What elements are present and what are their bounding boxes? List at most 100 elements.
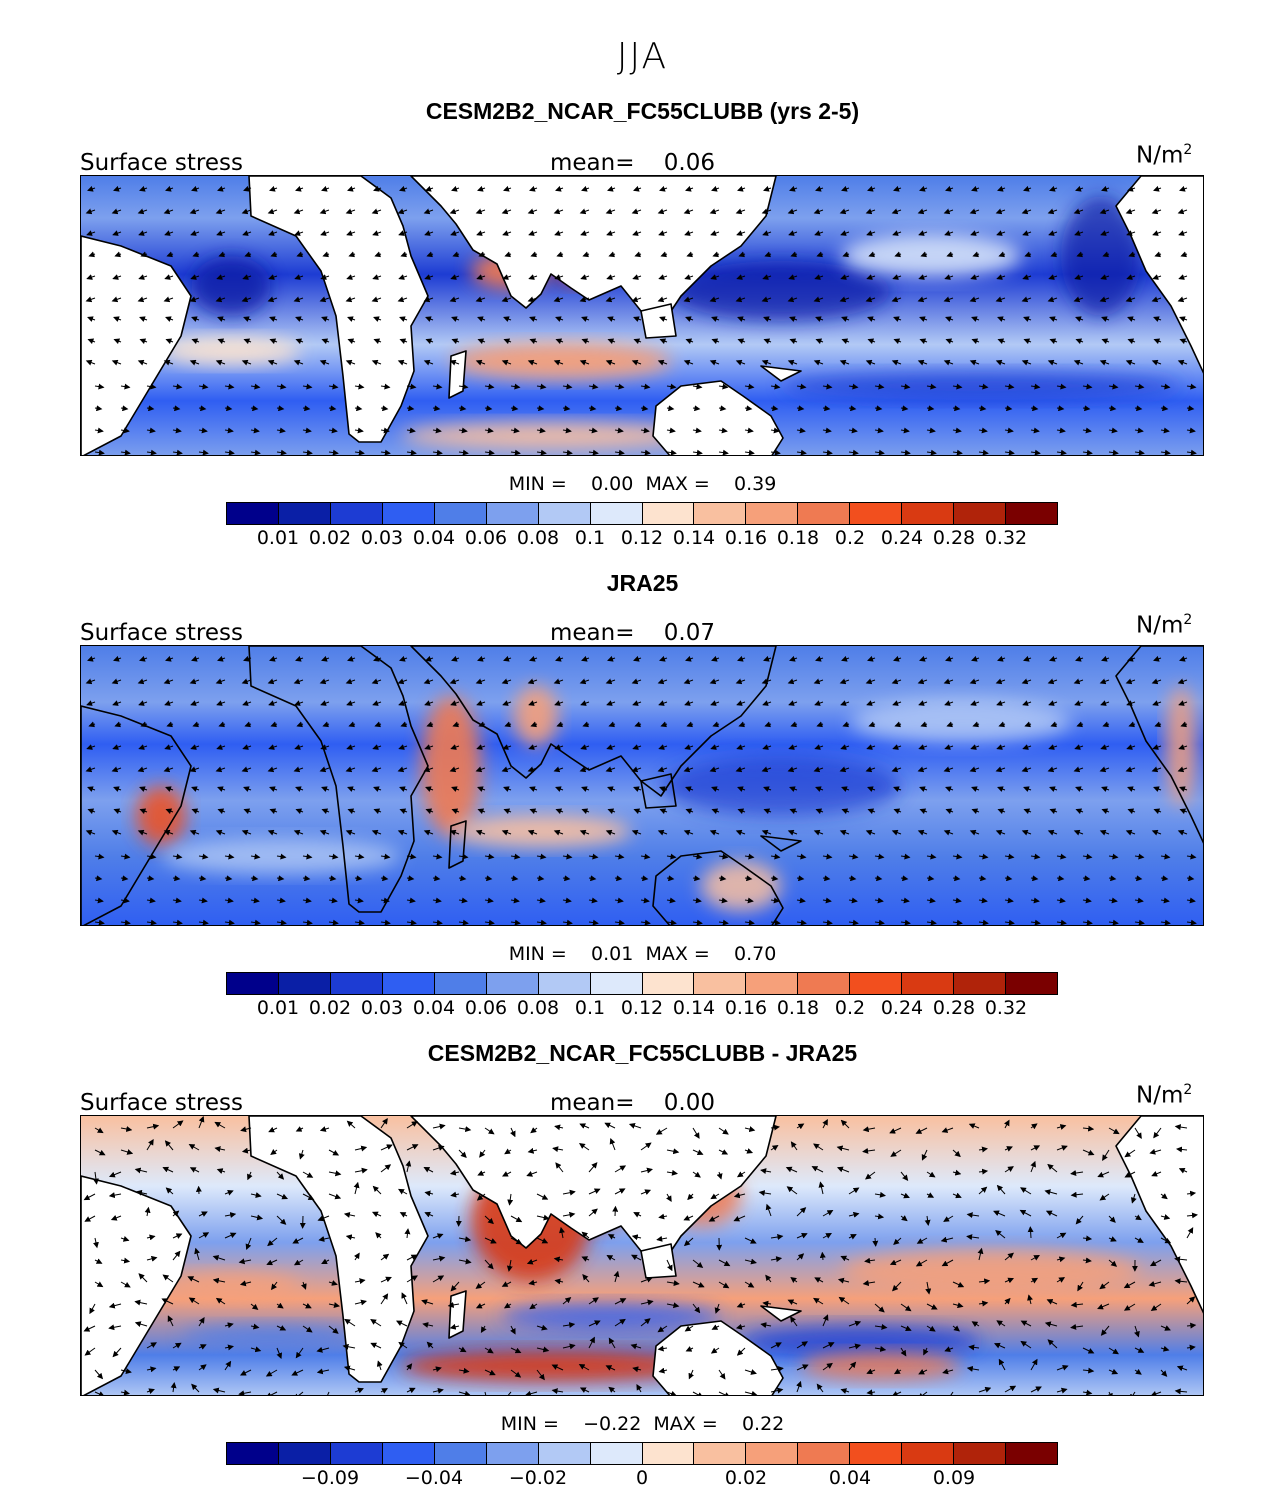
wind-vector <box>397 208 408 215</box>
wind-vector <box>692 405 701 412</box>
wind-vector <box>451 185 460 192</box>
wind-vector <box>971 655 980 662</box>
wind-vector <box>371 296 382 303</box>
colorbar-swatch <box>745 503 798 524</box>
wind-vector <box>1073 678 1084 685</box>
wind-vector <box>926 405 935 412</box>
wind-vector <box>319 678 330 685</box>
wind-vector <box>137 208 148 215</box>
colorbar-tick-label: 0.24 <box>880 527 924 549</box>
wind-vector <box>1027 1226 1034 1239</box>
wind-vector <box>111 296 122 303</box>
wind-vector <box>709 678 720 685</box>
wind-vector <box>113 316 122 322</box>
colorbar-tick-label: 0.01 <box>256 527 300 549</box>
wind-vector <box>112 230 122 236</box>
wind-vector <box>503 338 512 345</box>
wind-vector <box>1048 700 1058 706</box>
wind-vector <box>449 359 460 366</box>
wind-vector <box>319 208 330 215</box>
wind-vector <box>270 251 278 258</box>
wind-vector <box>710 274 720 280</box>
wind-vector <box>112 274 122 280</box>
wind-vector <box>1179 338 1188 345</box>
panel-1-colorbar: 0.01 0.02 0.03 0.04 0.06 0.08 0.1 0.12 0.14 0.16 0… <box>226 502 1058 549</box>
wind-vector <box>998 251 1006 258</box>
wind-vector <box>139 185 148 192</box>
wind-vector <box>425 185 434 192</box>
panel-2-variable: Surface stress <box>80 620 243 646</box>
wind-vector <box>501 359 512 366</box>
wind-vector <box>190 230 200 236</box>
wind-vector <box>657 359 668 366</box>
wind-vector <box>347 185 356 192</box>
wind-vector <box>943 208 954 215</box>
colorbar-tick-label: 0.1 <box>574 997 606 1019</box>
wind-vector <box>943 678 954 685</box>
wind-vector <box>86 274 96 280</box>
wind-vector <box>224 383 235 390</box>
wind-vector <box>328 383 339 390</box>
panel-2-mean: mean= 0.07 <box>550 620 715 646</box>
wind-vector <box>432 427 442 434</box>
wind-vector <box>735 208 746 215</box>
wind-vector <box>900 405 909 412</box>
wind-vector <box>319 359 330 366</box>
wind-vector <box>192 251 200 258</box>
wind-vector <box>114 721 122 728</box>
wind-vector <box>320 230 330 236</box>
coastline-borneo <box>640 773 677 809</box>
colorbar-tick-label: 0.12 <box>620 997 664 1019</box>
wind-vector <box>581 316 590 322</box>
colorbar-swatch <box>589 503 642 524</box>
panel-1-minmax: MIN = 0.00 MAX = 0.39 <box>508 473 777 495</box>
wind-vector <box>111 208 122 215</box>
wind-vector <box>536 449 547 455</box>
wind-vector <box>477 338 486 345</box>
wind-vector <box>501 678 512 685</box>
wind-vector <box>1134 383 1145 390</box>
wind-vector <box>501 208 512 215</box>
colorbar-swatch <box>641 973 694 994</box>
wind-vector <box>660 251 668 258</box>
wind-vector <box>711 655 720 662</box>
wind-vector <box>658 230 668 236</box>
wind-vector <box>822 405 831 412</box>
wind-vector <box>371 208 382 215</box>
wind-vector <box>684 700 694 706</box>
wind-vector <box>579 678 590 685</box>
wind-vector <box>478 721 486 728</box>
colorbar-swatch <box>953 1443 1006 1464</box>
wind-vector <box>737 338 746 345</box>
wind-vector <box>1108 449 1119 455</box>
wind-vector <box>971 338 980 345</box>
wind-vector <box>293 359 304 366</box>
wind-vector <box>978 405 987 412</box>
wind-vector <box>1177 678 1188 685</box>
wind-vector <box>631 678 642 685</box>
wind-vector <box>502 230 512 236</box>
wind-vector <box>789 338 798 345</box>
colorbar-swatch <box>797 1443 850 1464</box>
wind-vector <box>1050 721 1058 728</box>
wind-vector <box>1178 274 1188 280</box>
colorbar-swatch <box>433 973 486 994</box>
wind-vector <box>216 274 226 280</box>
colorbar-tick-label: −0.02 <box>508 1467 568 1489</box>
wind-vector <box>1128 721 1136 728</box>
wind-vector <box>813 208 824 215</box>
wind-vector <box>865 208 876 215</box>
wind-vector <box>917 208 928 215</box>
wind-vector <box>735 296 746 303</box>
wind-vector <box>528 700 538 706</box>
wind-vector <box>241 359 252 366</box>
colorbar-swatch <box>277 1443 330 1464</box>
wind-vector <box>345 678 356 685</box>
wind-vector <box>267 208 278 215</box>
wind-vector <box>250 449 261 455</box>
wind-vector <box>686 721 694 728</box>
wind-vector <box>868 251 876 258</box>
wind-vector <box>191 338 200 345</box>
wind-vector <box>813 678 824 685</box>
colorbar-swatch <box>953 503 1006 524</box>
